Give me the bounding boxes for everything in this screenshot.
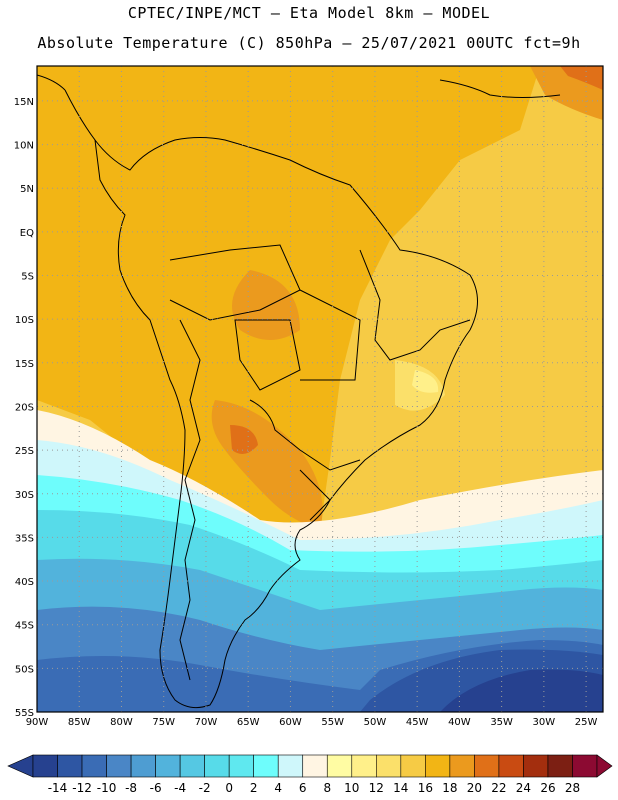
lon-label: 70W <box>195 717 218 728</box>
colorbar-low-arrow <box>7 754 34 778</box>
colorbar-swatch <box>376 754 402 778</box>
colorbar-label: 28 <box>565 781 580 795</box>
lon-label: 50W <box>364 717 387 728</box>
lon-label: 35W <box>490 717 513 728</box>
colorbar-swatch <box>204 754 230 778</box>
colorbar-swatch <box>32 754 58 778</box>
lat-label: 15N <box>14 97 34 108</box>
colorbar-label: 10 <box>344 781 359 795</box>
colorbar-swatch <box>498 754 524 778</box>
colorbar-swatch <box>253 754 279 778</box>
colorbar-swatch <box>57 754 83 778</box>
colorbar-label: -10 <box>97 781 117 795</box>
colorbar-swatch <box>425 754 451 778</box>
colorbar-label: 14 <box>393 781 408 795</box>
lat-label: 30S <box>15 490 34 501</box>
lat-label: 50S <box>15 664 34 675</box>
colorbar-swatch <box>179 754 205 778</box>
colorbar-swatch <box>228 754 254 778</box>
colorbar-swatch <box>302 754 328 778</box>
colorbar-swatch <box>326 754 353 778</box>
colorbar-label: 20 <box>467 781 482 795</box>
colorbar-swatch <box>449 754 475 778</box>
lat-label: 55S <box>15 708 34 719</box>
lon-label: 85W <box>68 717 91 728</box>
colorbar-label: -2 <box>199 781 211 795</box>
chart-title-line2: Absolute Temperature (C) 850hPa – 25/07/… <box>37 34 581 52</box>
lon-label: 40W <box>448 717 471 728</box>
colorbar-swatch <box>523 754 549 778</box>
colorbar-label: 18 <box>442 781 457 795</box>
lon-label: 55W <box>321 717 344 728</box>
colorbar-swatch <box>130 754 156 778</box>
lon-label: 75W <box>152 717 175 728</box>
lat-label: 45S <box>15 621 34 632</box>
colorbar: -14 -12 -10 -8 -6 -4 -2 0 2 4 6 8 10 12 14 16 18 20 22 24 26… <box>7 754 613 795</box>
colorbar-swatch <box>277 754 304 778</box>
colorbar-label: 0 <box>225 781 233 795</box>
lat-label: 10S <box>15 315 34 326</box>
colorbar-label: 26 <box>540 781 555 795</box>
colorbar-swatch <box>155 754 181 778</box>
lon-label: 90W <box>26 717 49 728</box>
lat-label: 10N <box>14 141 34 152</box>
chart-title-line1: CPTEC/INPE/MCT – Eta Model 8km – MODEL <box>127 4 491 22</box>
colorbar-label: 8 <box>323 781 331 795</box>
colorbar-swatch <box>474 754 500 778</box>
colorbar-label: 24 <box>516 781 531 795</box>
colorbar-swatch <box>106 754 132 778</box>
colorbar-swatch <box>547 754 573 778</box>
lon-label: 80W <box>110 717 133 728</box>
lat-label: 25S <box>15 446 34 457</box>
colorbar-label: 16 <box>418 781 433 795</box>
colorbar-swatch <box>572 754 598 778</box>
colorbar-swatch <box>81 754 107 778</box>
lat-label: 5N <box>20 184 34 195</box>
colorbar-label: 12 <box>369 781 384 795</box>
colorbar-swatch <box>400 754 426 778</box>
lat-label: 20S <box>15 402 34 413</box>
colorbar-high-arrow <box>596 754 613 778</box>
colorbar-label: -14 <box>48 781 68 795</box>
lat-label: 15S <box>15 359 34 370</box>
latitude-labels: 15N 10N 5N EQ 5S 10S 15S 20S 25S 30S 35S 40S 45S 50S 5… <box>14 97 34 719</box>
colorbar-swatch <box>351 754 377 778</box>
lat-label: EQ <box>20 228 34 239</box>
lat-label: 35S <box>15 533 34 544</box>
colorbar-label: -12 <box>72 781 92 795</box>
colorbar-label: -8 <box>125 781 137 795</box>
colorbar-label: -4 <box>174 781 186 795</box>
lon-label: 65W <box>237 717 260 728</box>
lat-label: 5S <box>21 272 34 283</box>
coastlines <box>37 74 561 709</box>
longitude-labels: 90W 85W 80W 75W 70W 65W 60W 55W 50W 45W 40W 35W 30W 2… <box>26 717 598 728</box>
lat-label: 40S <box>15 577 34 588</box>
lon-label: 45W <box>406 717 429 728</box>
map-frame <box>36 65 604 713</box>
colorbar-label: -6 <box>150 781 162 795</box>
lon-label: 25W <box>575 717 598 728</box>
colorbar-label: 2 <box>250 781 258 795</box>
colorbar-label: 6 <box>299 781 307 795</box>
temperature-field <box>37 66 603 712</box>
colorbar-label: 4 <box>274 781 282 795</box>
lon-label: 30W <box>533 717 556 728</box>
colorbar-label: 22 <box>491 781 506 795</box>
lon-label: 60W <box>279 717 302 728</box>
